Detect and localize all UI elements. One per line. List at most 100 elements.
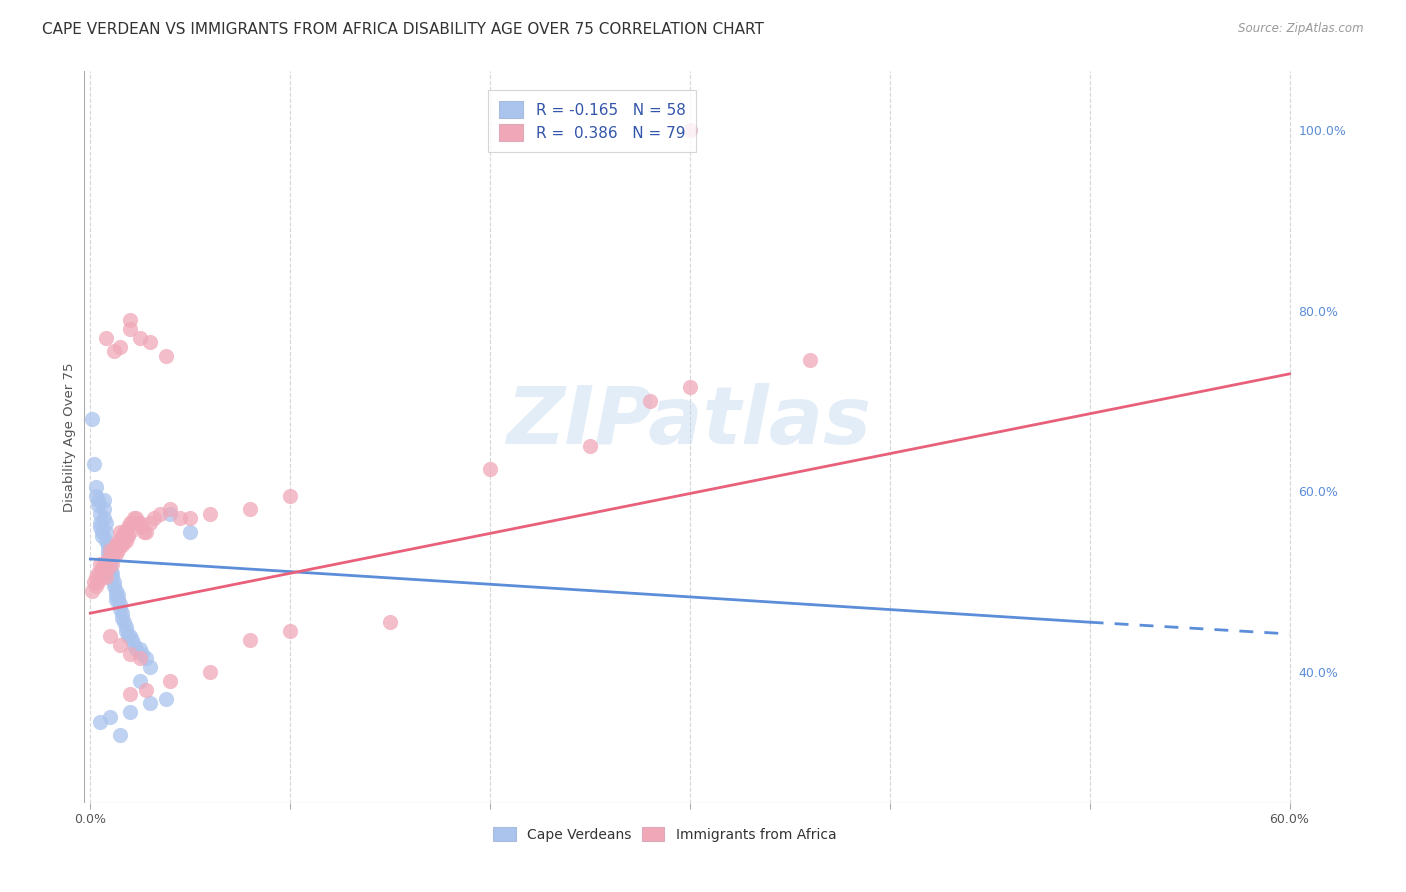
Text: CAPE VERDEAN VS IMMIGRANTS FROM AFRICA DISABILITY AGE OVER 75 CORRELATION CHART: CAPE VERDEAN VS IMMIGRANTS FROM AFRICA D… (42, 22, 763, 37)
Point (98, 557, 121, 571)
Point (111, 610, 134, 624)
Point (112, 533, 135, 548)
Point (117, 529, 139, 543)
Point (105, 538, 128, 552)
Point (89, 566, 111, 580)
Point (110, 538, 132, 552)
Point (579, 439, 602, 453)
Point (135, 682, 157, 697)
Point (103, 579, 125, 593)
Point (139, 335, 162, 350)
Point (134, 524, 156, 539)
Point (96, 570, 118, 584)
Point (86, 570, 108, 584)
Point (120, 706, 142, 720)
Point (86, 480, 108, 494)
Point (139, 660, 162, 674)
Point (479, 461, 502, 475)
Point (200, 665, 222, 679)
Point (96, 533, 118, 548)
Point (110, 597, 132, 611)
Point (93, 493, 115, 508)
Point (107, 543, 129, 558)
Point (93, 511, 115, 525)
Point (89, 714, 111, 729)
Point (111, 606, 134, 620)
Point (124, 638, 146, 652)
Point (115, 533, 138, 548)
Point (125, 642, 148, 657)
Y-axis label: Disability Age Over 75: Disability Age Over 75 (63, 362, 76, 512)
Point (103, 548, 125, 562)
Point (86, 489, 108, 503)
Point (112, 524, 135, 539)
Point (83, 457, 105, 471)
Point (159, 507, 181, 521)
Point (103, 344, 125, 359)
Point (89, 520, 111, 534)
Point (101, 566, 124, 580)
Point (149, 507, 172, 521)
Point (87, 498, 110, 512)
Point (679, 123, 702, 137)
Point (112, 615, 135, 630)
Point (129, 331, 152, 345)
Point (239, 633, 262, 648)
Point (125, 511, 148, 525)
Point (120, 322, 142, 336)
Point (110, 601, 132, 615)
Point (97, 543, 120, 558)
Point (89, 557, 111, 571)
Point (143, 511, 166, 525)
Point (101, 570, 124, 584)
Point (103, 543, 125, 558)
Point (111, 529, 134, 543)
Point (159, 673, 181, 688)
Point (96, 516, 118, 530)
Point (98, 543, 121, 558)
Point (89, 507, 111, 521)
Point (105, 548, 128, 562)
Point (239, 502, 262, 516)
Point (131, 520, 153, 534)
Point (87, 574, 110, 589)
Point (127, 516, 149, 530)
Point (115, 524, 138, 539)
Point (91, 529, 114, 543)
Point (86, 579, 108, 593)
Point (155, 349, 177, 363)
Point (83, 574, 105, 589)
Point (93, 566, 115, 580)
Point (82, 412, 104, 426)
Point (82, 583, 104, 598)
Point (111, 538, 134, 552)
Point (131, 647, 153, 661)
Point (91, 561, 114, 575)
Point (638, 394, 661, 409)
Point (135, 651, 157, 665)
Point (89, 516, 111, 530)
Point (110, 728, 132, 742)
Point (117, 520, 139, 534)
Point (91, 524, 114, 539)
Point (110, 524, 132, 539)
Point (200, 507, 222, 521)
Point (124, 511, 146, 525)
Point (799, 353, 821, 368)
Point (378, 615, 401, 630)
Point (159, 502, 181, 516)
Point (98, 710, 121, 724)
Point (117, 629, 139, 643)
Point (179, 524, 201, 539)
Text: ZIPatlas: ZIPatlas (506, 384, 872, 461)
Point (120, 688, 142, 702)
Point (93, 557, 115, 571)
Point (278, 624, 301, 639)
Point (155, 692, 177, 706)
Point (278, 489, 301, 503)
Point (97, 561, 120, 575)
Point (87, 566, 110, 580)
Point (87, 493, 110, 508)
Point (107, 533, 129, 548)
Point (107, 588, 129, 602)
